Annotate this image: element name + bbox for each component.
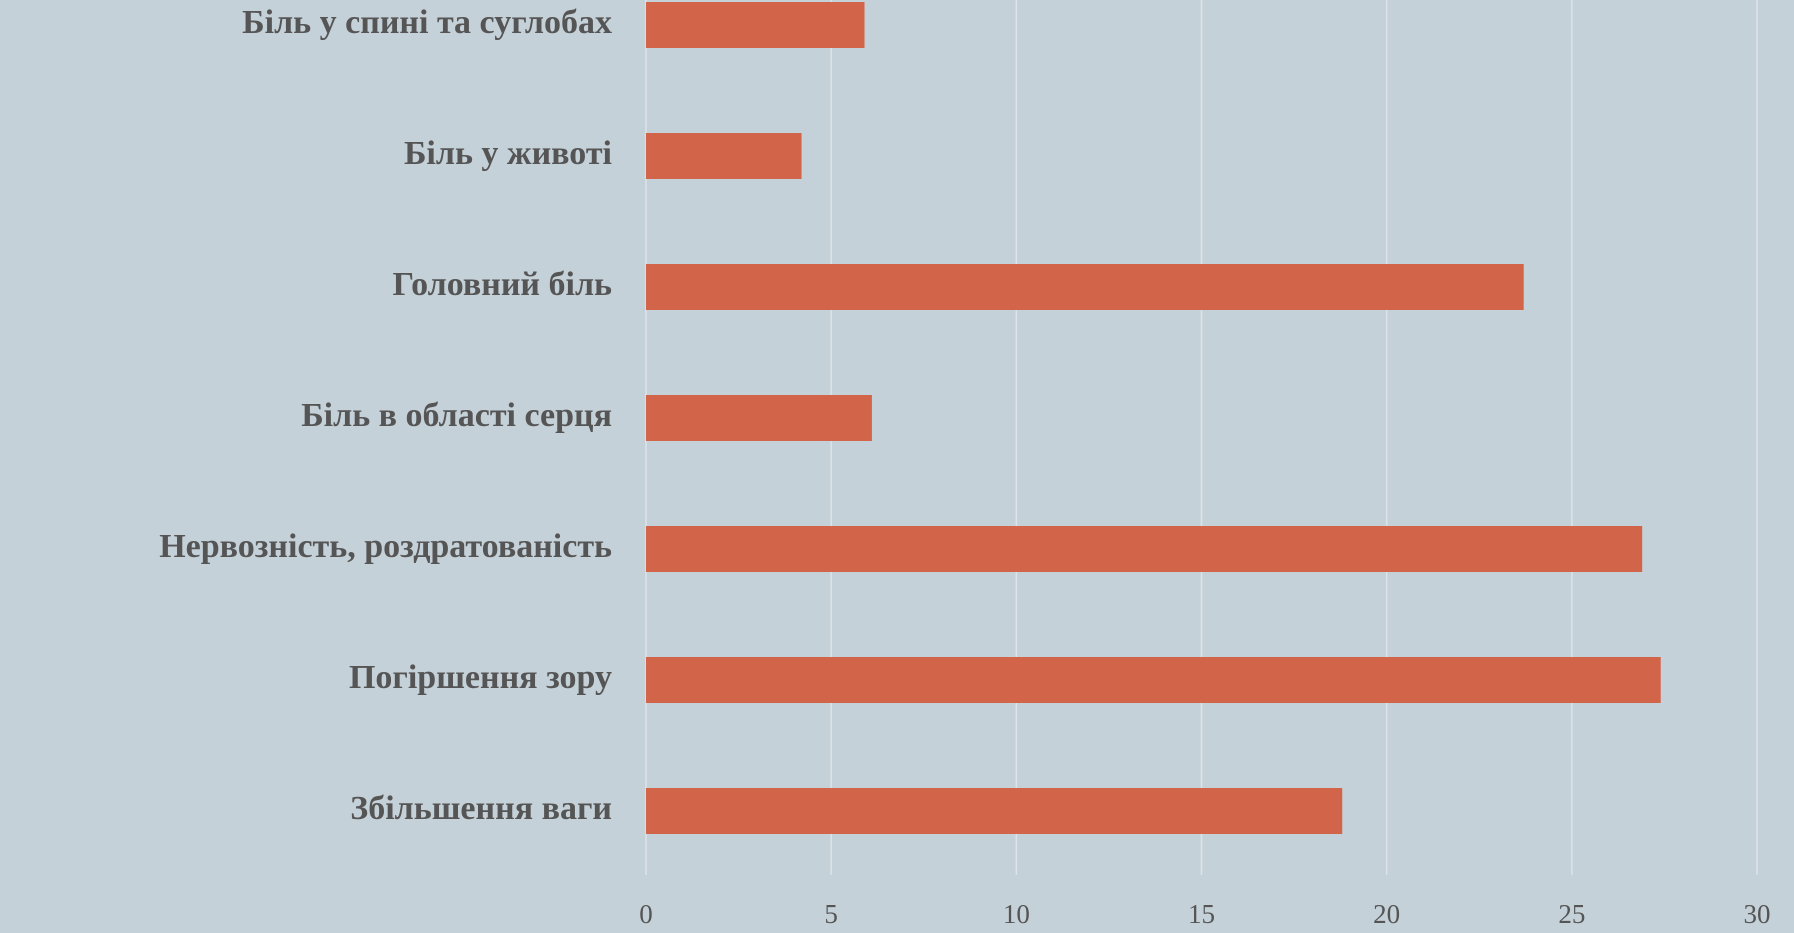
category-label: Біль у животі bbox=[404, 135, 612, 172]
x-tick-label: 10 bbox=[1003, 899, 1030, 929]
x-tick-label: 5 bbox=[824, 899, 838, 929]
x-tick-label: 20 bbox=[1373, 899, 1400, 929]
category-label: Біль у спині та суглобах bbox=[242, 4, 612, 41]
x-tick-label: 25 bbox=[1558, 899, 1585, 929]
category-label: Збільшення ваги bbox=[350, 790, 612, 827]
category-label: Головний біль bbox=[392, 266, 612, 303]
bar bbox=[646, 2, 865, 48]
x-tick-label: 30 bbox=[1744, 899, 1771, 929]
x-tick-label: 0 bbox=[639, 899, 653, 929]
category-label: Погіршення зору bbox=[349, 659, 612, 696]
bar bbox=[646, 788, 1343, 834]
bar bbox=[646, 264, 1524, 310]
category-label: Біль в області серця bbox=[301, 397, 612, 434]
x-tick-label: 15 bbox=[1188, 899, 1215, 929]
bar bbox=[646, 657, 1661, 703]
category-label: Нервозність, роздратованість bbox=[159, 528, 612, 565]
bar bbox=[646, 395, 872, 441]
bar bbox=[646, 526, 1643, 572]
bar bbox=[646, 133, 802, 179]
